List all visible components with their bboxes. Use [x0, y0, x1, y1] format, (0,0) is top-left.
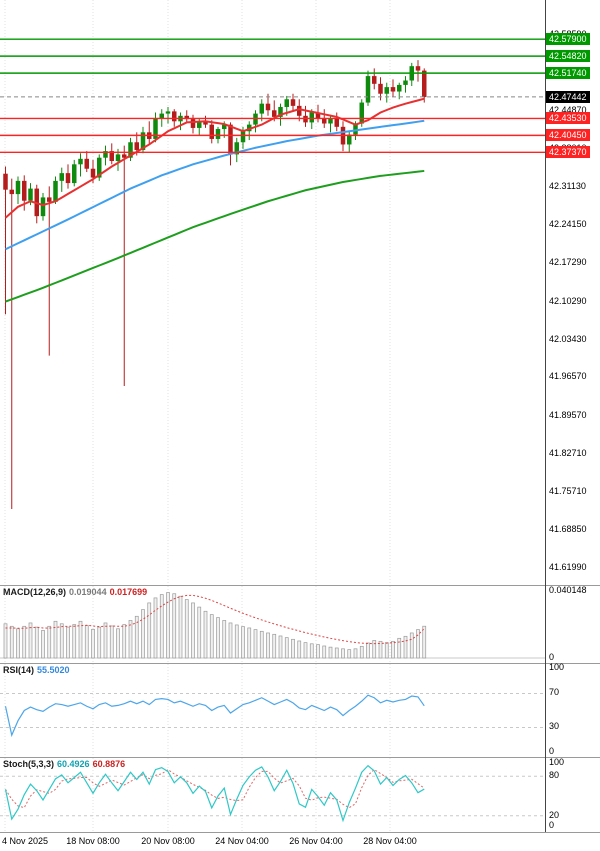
- panel-separator: [0, 757, 600, 758]
- price-axis-label: 42.38010: [549, 142, 587, 153]
- macd-panel-canvas[interactable]: [0, 586, 545, 662]
- price-axis-label: 42.24150: [549, 219, 587, 230]
- date-label: 24 Nov 04:00: [215, 836, 269, 846]
- rsi-axis-label: 30: [549, 721, 560, 731]
- macd-title: MACD(12,26,9): [3, 587, 67, 597]
- stoch-indicator-label: Stoch(5,3,3) 60.4926 60.8876: [3, 759, 128, 769]
- mid-ma-line: [5, 119, 425, 251]
- price-axis-label: 42.44870: [549, 105, 587, 115]
- price-axis-label: 41.96570: [549, 371, 587, 382]
- macd-signal-value: 0.017699: [109, 587, 148, 597]
- price-axis-label: 41.89570: [549, 409, 587, 420]
- stoch-axis-label: 100: [549, 757, 565, 767]
- price-axis-label: 41.82710: [549, 447, 587, 458]
- date-label: 20 Nov 08:00: [141, 836, 195, 846]
- macd-value: 0.019044: [69, 587, 107, 597]
- price-axis-label: 42.31130: [549, 180, 586, 191]
- price-axis-label: 41.68850: [549, 524, 587, 535]
- date-label: 4 Nov 2025: [2, 836, 49, 846]
- panel-separator: [0, 832, 600, 833]
- price-axis-label: 42.58590: [549, 29, 587, 40]
- rsi-value: 55.5020: [37, 665, 70, 675]
- stoch-axis-label: 20: [549, 810, 560, 820]
- macd-signal-line: [5, 594, 425, 645]
- stoch-axis-label: 80: [549, 770, 560, 780]
- price-axis-label: 42.03430: [549, 333, 587, 344]
- candlesticks: [3, 60, 427, 509]
- price-axis-label: 41.61990: [549, 562, 587, 572]
- macd-histogram: [3, 592, 427, 659]
- time-axis: 4 Nov 2025 18 Nov 08:00 20 Nov 08:00 24 Nov…: [0, 832, 600, 851]
- price-axis-border: [545, 0, 546, 832]
- stoch-d-value: 60.8876: [92, 759, 126, 769]
- price-axis-label: 42.17290: [549, 257, 587, 268]
- resistance-price-label: 42.51740: [546, 67, 590, 80]
- panel-separator: [0, 585, 600, 586]
- date-label: 18 Nov 08:00: [66, 836, 120, 846]
- resistance-price-label: 42.57900: [546, 33, 590, 46]
- stoch-title: Stoch(5,3,3): [3, 759, 55, 769]
- resistance-price-label: 42.54820: [546, 50, 590, 63]
- fast-ma-line: [4, 97, 425, 219]
- stoch-k-line: [4, 764, 425, 823]
- support-price-label: 42.37370: [546, 146, 590, 159]
- rsi-indicator-label: RSI(14) 55.5020: [3, 665, 73, 675]
- price-axis-label: 41.75710: [549, 486, 587, 497]
- rsi-axis-label: 0: [549, 746, 555, 756]
- macd-indicator-label: MACD(12,26,9) 0.019044 0.017699: [3, 587, 150, 597]
- rsi-panel-canvas[interactable]: [0, 664, 545, 756]
- panel-separator: [0, 663, 600, 664]
- price-axis-label: 42.10290: [549, 295, 587, 306]
- support-price-label: 42.40450: [546, 129, 590, 142]
- stoch-k-value: 60.4926: [57, 759, 90, 769]
- stoch-panel-canvas[interactable]: [0, 758, 545, 831]
- rsi-axis-label: 70: [549, 687, 560, 697]
- rsi-title: RSI(14): [3, 665, 35, 675]
- stoch-axis-label: 0: [549, 820, 555, 830]
- support-price-label: 42.43530: [546, 112, 590, 125]
- date-label: 26 Nov 04:00: [289, 836, 343, 846]
- current-price-label: 42.47442: [546, 90, 590, 103]
- slow-ma-line: [5, 169, 425, 303]
- rsi-line: [4, 694, 425, 738]
- date-label: 28 Nov 04:00: [363, 836, 417, 846]
- macd-axis-label: 0: [549, 652, 555, 662]
- macd-axis-label: 0.040148: [549, 585, 587, 595]
- stoch-d-line: [5, 768, 425, 809]
- price-chart-canvas[interactable]: [0, 0, 545, 585]
